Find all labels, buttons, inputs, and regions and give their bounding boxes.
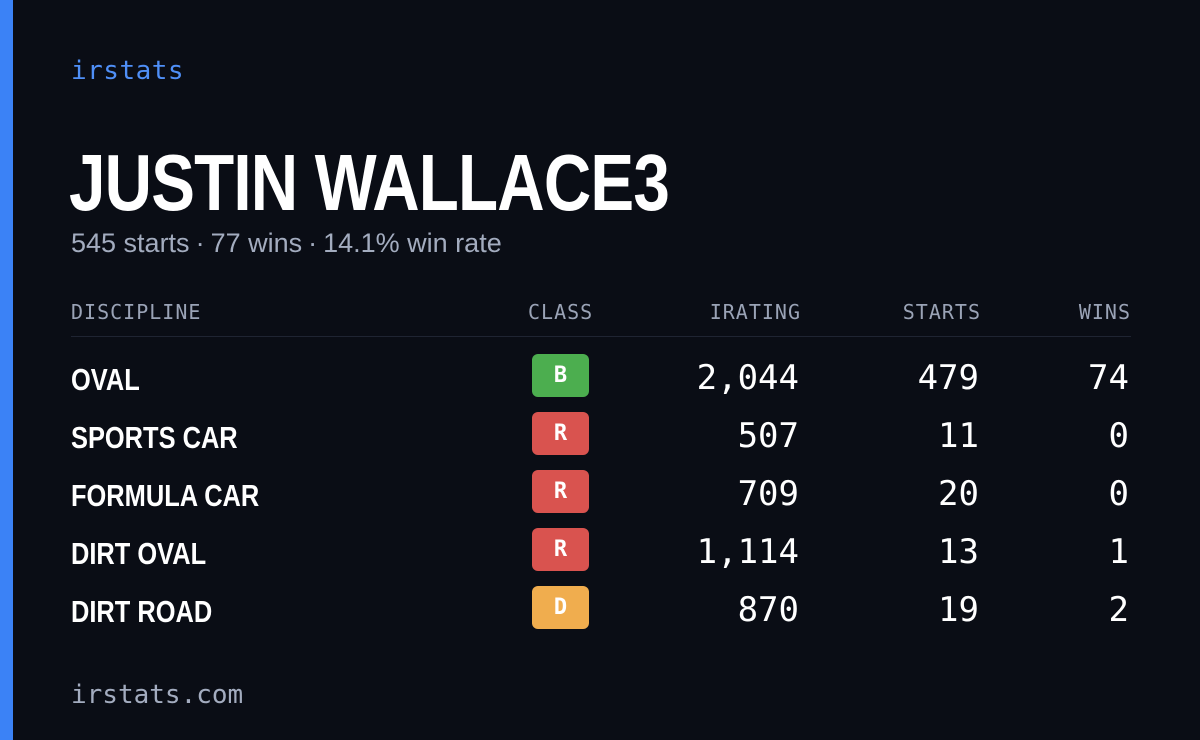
class-badge: R <box>532 412 589 455</box>
header-discipline: DISCIPLINE <box>71 300 202 324</box>
irating-value: 1,114 <box>696 532 799 572</box>
class-badge: R <box>532 470 589 513</box>
wins-value: 0 <box>1108 416 1129 456</box>
starts-value: 20 <box>938 474 979 514</box>
irating-value: 870 <box>737 590 799 630</box>
accent-bar <box>0 0 13 740</box>
discipline-label: SPORTS CAR <box>71 420 238 455</box>
separator-dot: · <box>308 228 318 258</box>
discipline-label: FORMULA CAR <box>71 478 260 513</box>
wins-value: 74 <box>1088 358 1129 398</box>
starts-value: 13 <box>938 532 979 572</box>
header-irating: IRATING <box>709 300 801 324</box>
table-row-dirt-oval: DIRT OVAL R 1,114 13 1 <box>71 528 1131 586</box>
class-badge: R <box>532 528 589 571</box>
irating-value: 2,044 <box>696 358 799 398</box>
irating-value: 709 <box>737 474 799 514</box>
footer-url: irstats.com <box>71 680 244 710</box>
separator-dot: · <box>195 228 205 258</box>
brand-logo-text: irstats <box>71 56 185 86</box>
header-class: CLASS <box>528 300 594 324</box>
wins-value: 1 <box>1108 532 1129 572</box>
discipline-label: DIRT OVAL <box>71 536 207 571</box>
win-rate: 14.1% win rate <box>323 228 502 258</box>
table-row-sports-car: SPORTS CAR R 507 11 0 <box>71 412 1131 470</box>
wins-value: 2 <box>1108 590 1129 630</box>
discipline-label: OVAL <box>71 362 140 397</box>
header-wins: WINS <box>1078 300 1131 324</box>
table-row-dirt-road: DIRT ROAD D 870 19 2 <box>71 586 1131 644</box>
header-starts: STARTS <box>902 300 981 324</box>
driver-name: JUSTIN WALLACE3 <box>69 138 670 227</box>
discipline-label: DIRT ROAD <box>71 594 213 629</box>
wins-value: 0 <box>1108 474 1129 514</box>
starts-value: 479 <box>917 358 979 398</box>
class-badge: D <box>532 586 589 629</box>
starts-value: 19 <box>938 590 979 630</box>
starts-value: 11 <box>938 416 979 456</box>
total-starts: 545 starts <box>71 228 190 258</box>
total-wins: 77 wins <box>210 228 303 258</box>
irating-value: 507 <box>737 416 799 456</box>
class-badge: B <box>532 354 589 397</box>
table-row-oval: OVAL B 2,044 479 74 <box>71 354 1131 412</box>
table-row-formula-car: FORMULA CAR R 709 20 0 <box>71 470 1131 528</box>
driver-summary: 545 starts · 77 wins · 14.1% win rate <box>71 228 502 259</box>
table-header: DISCIPLINE CLASS IRATING STARTS WINS <box>71 300 1131 337</box>
